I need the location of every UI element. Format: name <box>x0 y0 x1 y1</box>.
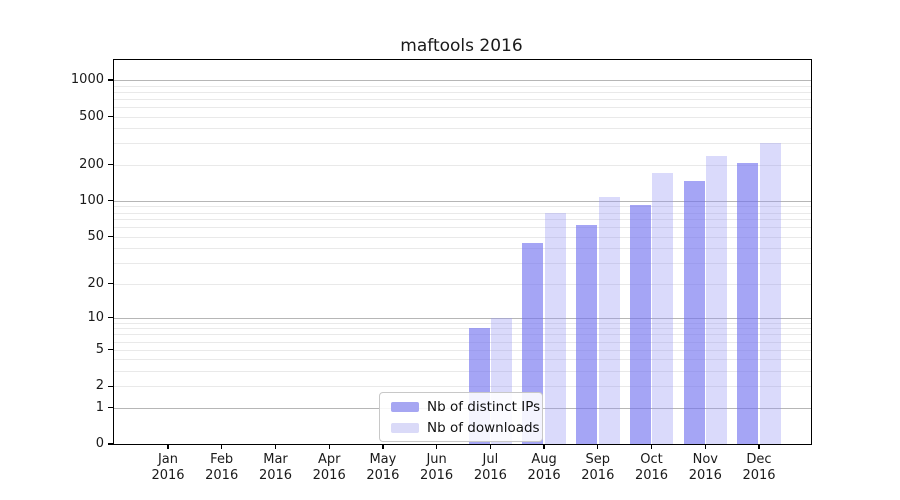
legend-label-distinct-ips: Nb of distinct IPs <box>427 398 541 415</box>
y-tick-label: 1000 <box>70 72 104 87</box>
bar-downloads-aug <box>544 213 566 444</box>
x-tick-label: Oct 2016 <box>634 452 669 483</box>
gridline-minor <box>114 386 811 388</box>
x-tick-label: Jul 2016 <box>473 452 507 483</box>
y-tick-mark <box>107 79 113 81</box>
x-tick-mark <box>328 444 330 449</box>
gridline-minor <box>114 328 811 330</box>
x-tick-label: Jan 2016 <box>151 452 185 483</box>
gridline-minor <box>114 341 811 343</box>
y-tick-mark <box>107 163 113 166</box>
gridline-minor <box>114 349 811 351</box>
y-tick-mark <box>107 348 113 351</box>
gridline-minor <box>114 143 811 145</box>
gridline-minor <box>114 91 811 93</box>
gridline-minor <box>114 85 811 87</box>
y-tick-mark <box>107 443 113 445</box>
gridline-major <box>114 80 811 81</box>
gridline-minor <box>114 236 811 238</box>
gridline-major <box>114 200 811 202</box>
x-tick-label: Nov 2016 <box>688 452 722 483</box>
plot-area: 0 1 2 5 10 20 50 100 200 500 1000 Jan 2016 Feb 2016 M… <box>71 59 812 483</box>
gridline-minor <box>114 219 811 221</box>
x-tick-mark <box>436 444 438 449</box>
bar-downloads-nov <box>706 155 728 444</box>
gridline-minor <box>114 128 811 130</box>
legend-item-downloads: Nb of downloads <box>391 420 540 436</box>
gridline-minor <box>114 371 811 372</box>
gridline-minor <box>114 359 811 361</box>
y-tick-label: 500 <box>79 108 104 124</box>
y-tick-mark <box>107 282 113 285</box>
x-tick-label: Feb 2016 <box>205 452 239 483</box>
gridline-minor <box>114 106 811 108</box>
y-tick-label: 50 <box>87 228 104 244</box>
y-tick-label: 100 <box>79 192 104 208</box>
bar-downloads-oct <box>652 172 674 444</box>
gridline-minor <box>114 164 811 166</box>
y-tick-label: 10 <box>87 309 104 325</box>
gridline-minor <box>114 116 811 118</box>
x-tick-mark <box>221 444 223 449</box>
y-tick-mark <box>107 385 113 387</box>
x-tick-label: Aug 2016 <box>527 452 561 483</box>
x-tick-mark <box>543 444 545 449</box>
gridline-minor <box>114 98 811 100</box>
legend-swatch-distinct-ips <box>391 401 419 412</box>
gridline-minor <box>114 263 811 265</box>
gridline-minor <box>114 322 811 324</box>
bar-distinct-ips-oct <box>629 204 651 444</box>
gridline-minor <box>114 248 811 250</box>
x-tick-mark <box>650 444 653 449</box>
gridline-minor <box>114 334 811 336</box>
y-tick-label: 20 <box>87 275 104 291</box>
legend-item-distinct-ips: Nb of distinct IPs <box>391 399 540 415</box>
y-tick-mark <box>107 236 113 238</box>
y-tick-label: 5 <box>95 341 104 357</box>
legend-label-downloads: Nb of downloads <box>427 419 540 436</box>
x-tick-mark <box>167 444 169 449</box>
legend: Nb of distinct IPs Nb of downloads <box>379 392 543 442</box>
x-tick-mark <box>382 444 384 449</box>
y-tick-label: 0 <box>95 436 104 451</box>
bar-distinct-ips-nov <box>683 180 705 444</box>
chart-title: maftools 2016 <box>400 36 523 56</box>
gridline-minor <box>114 212 811 214</box>
x-tick-mark <box>274 444 277 449</box>
gridline-minor <box>114 283 811 285</box>
legend-swatch-downloads <box>391 422 419 433</box>
gridline-minor <box>114 227 811 229</box>
y-tick-mark <box>107 115 113 118</box>
y-tick-mark <box>107 200 113 202</box>
y-tick-label: 200 <box>79 156 104 172</box>
bar-downloads-dec <box>759 142 781 444</box>
x-tick-mark <box>704 444 706 449</box>
y-tick-label: 1 <box>95 399 104 415</box>
y-tick-mark <box>107 406 113 409</box>
y-tick-label: 2 <box>95 378 104 394</box>
x-tick-label: Mar 2016 <box>258 452 293 483</box>
x-tick-label: Jun 2016 <box>420 452 454 483</box>
x-tick-mark <box>597 444 599 449</box>
y-tick-mark <box>107 317 113 319</box>
x-tick-mark <box>489 444 491 449</box>
bar-distinct-ips-sep <box>576 224 597 444</box>
bar-downloads-sep <box>598 197 620 444</box>
x-tick-label: Sep 2016 <box>581 452 615 483</box>
gridline-major <box>114 317 811 319</box>
x-tick-label: Apr 2016 <box>312 452 346 483</box>
x-tick-label: Dec 2016 <box>742 452 776 483</box>
bar-distinct-ips-dec <box>737 162 759 444</box>
x-tick-mark <box>758 444 760 449</box>
x-tick-label: May 2016 <box>366 452 400 483</box>
gridline-minor <box>114 206 811 208</box>
